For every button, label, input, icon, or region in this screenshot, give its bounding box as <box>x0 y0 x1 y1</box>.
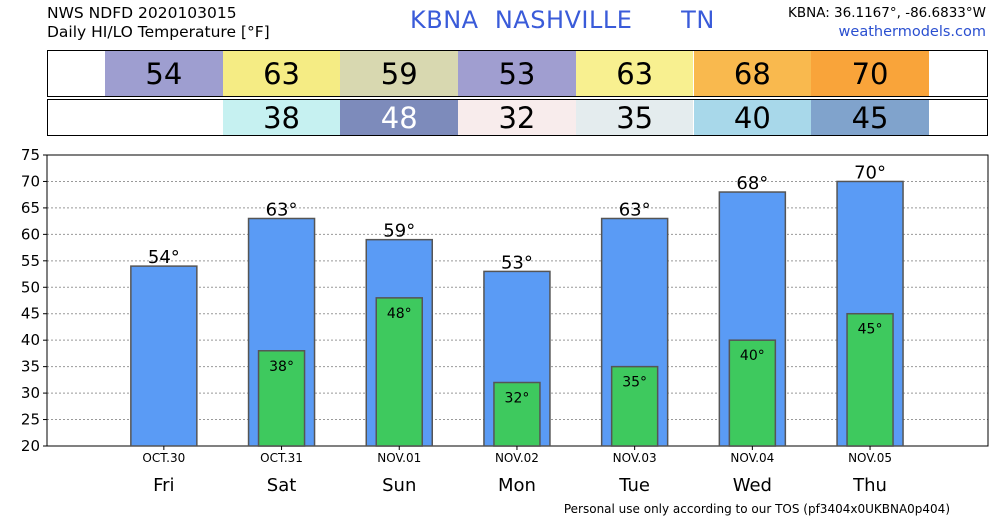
hi-cell: 63 <box>222 51 341 96</box>
lo-bar <box>257 350 306 447</box>
hi-cell: 54 <box>105 51 223 96</box>
y-tick-label: 75 <box>21 146 40 164</box>
hi-bar-label: 68° <box>736 173 768 194</box>
lo-cell <box>105 100 223 135</box>
y-tick-label: 40 <box>21 331 40 349</box>
hi-cell: 53 <box>458 51 576 96</box>
y-tick-label: 30 <box>21 384 40 402</box>
y-tick-label: 25 <box>21 411 40 429</box>
y-tick-label: 45 <box>21 305 40 323</box>
lo-cell: 38 <box>222 100 341 135</box>
hi-strip: 54 63 59 53 63 68 70 <box>47 50 988 97</box>
lo-bar-label: 48° <box>387 306 412 322</box>
station-title: KBNA NASHVILLE TN <box>410 6 715 34</box>
hi-bar-label: 53° <box>501 252 533 273</box>
day-label: Wed <box>733 475 772 496</box>
lo-bar-label: 40° <box>740 348 765 364</box>
y-tick-label: 65 <box>21 199 40 217</box>
lo-cell: 45 <box>811 100 929 135</box>
header-right: KBNA: 36.1167°, -86.6833°W weathermodels… <box>788 4 986 42</box>
hi-bar-label: 63° <box>266 199 298 220</box>
lo-strip: 38 48 32 35 40 45 <box>47 99 988 136</box>
lo-bar-label: 38° <box>269 359 294 375</box>
lo-bar-label: 35° <box>622 375 647 391</box>
lo-cell: 40 <box>693 100 812 135</box>
hi-bar-label: 54° <box>148 247 180 268</box>
station-coords: KBNA: 36.1167°, -86.6833°W <box>787 5 986 21</box>
date-label: OCT.31 <box>260 451 303 465</box>
y-tick-label: 55 <box>21 252 40 270</box>
y-tick-label: 70 <box>21 172 40 190</box>
y-tick-label: 50 <box>21 278 40 296</box>
lo-cell: 48 <box>340 100 459 135</box>
date-label: OCT.30 <box>142 451 185 465</box>
day-label: Thu <box>852 475 887 496</box>
y-tick-label: 35 <box>21 358 40 376</box>
model-run: NWS NDFD 2020103015 <box>47 4 237 22</box>
lo-cell: 35 <box>575 100 694 135</box>
lo-bar <box>728 339 777 447</box>
footer-note: Personal use only according to our TOS (… <box>563 502 950 516</box>
hi-cell: 59 <box>340 51 459 96</box>
hi-bar-label: 70° <box>854 162 886 183</box>
date-label: NOV.03 <box>613 451 657 465</box>
lo-bar <box>493 381 541 447</box>
day-label: Sun <box>382 475 416 496</box>
hi-cell: 70 <box>811 51 929 96</box>
day-label: Fri <box>153 475 174 496</box>
hi-cell: 68 <box>693 51 812 96</box>
hi-bar-label: 63° <box>619 199 651 220</box>
site-link[interactable]: weathermodels.com <box>838 24 986 40</box>
lo-bar <box>846 312 894 447</box>
hi-bar-label: 59° <box>383 221 415 242</box>
product-title: Daily HI/LO Temperature [°F] <box>47 23 270 41</box>
day-label: Mon <box>498 475 536 496</box>
y-tick-label: 60 <box>21 225 40 243</box>
day-label: Tue <box>618 475 650 496</box>
lo-bar-label: 45° <box>858 322 883 338</box>
lo-bar-label: 32° <box>505 391 530 407</box>
header-left: NWS NDFD 2020103015 Daily HI/LO Temperat… <box>47 4 270 42</box>
lo-bar <box>375 297 423 447</box>
date-label: NOV.05 <box>848 451 892 465</box>
lo-cell: 32 <box>458 100 576 135</box>
y-tick-label: 20 <box>21 437 40 455</box>
hi-cell: 63 <box>575 51 694 96</box>
date-label: NOV.04 <box>730 451 774 465</box>
hi-bar <box>130 265 198 447</box>
date-label: NOV.02 <box>495 451 539 465</box>
lo-bar <box>610 365 659 447</box>
day-label: Sat <box>267 475 297 496</box>
date-label: NOV.01 <box>377 451 421 465</box>
